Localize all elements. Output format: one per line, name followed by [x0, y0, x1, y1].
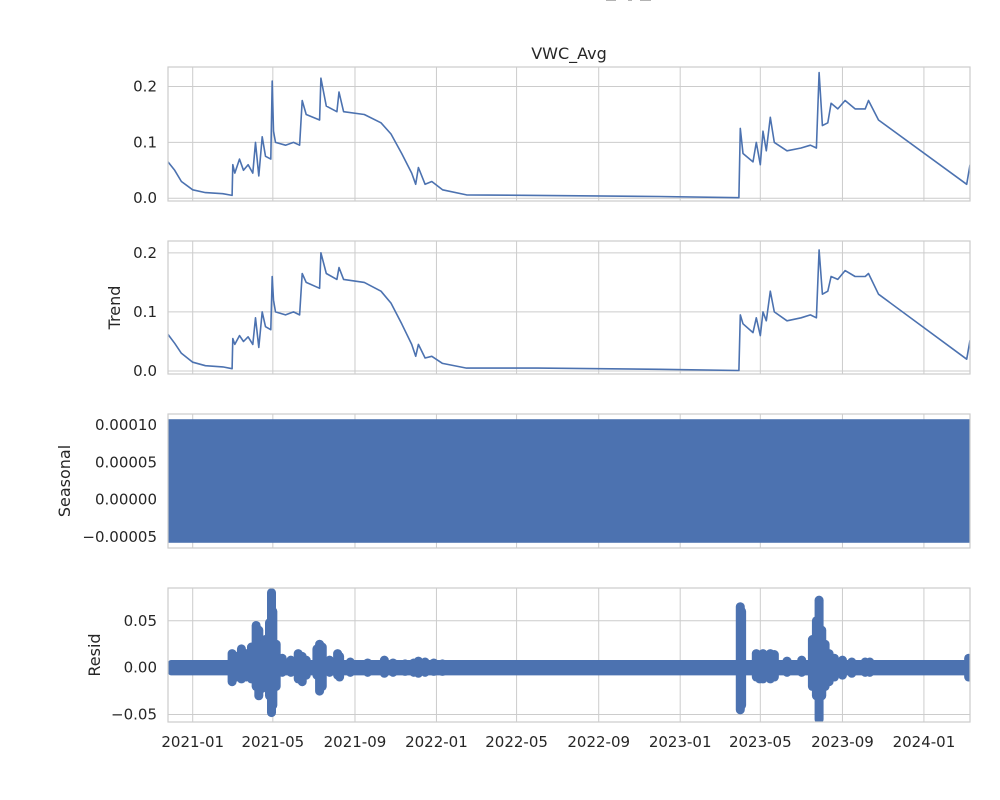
seasonal-band — [168, 419, 970, 543]
x-tick-label: 2023-05 — [729, 733, 792, 751]
x-tick-label: 2021-09 — [324, 733, 387, 751]
y-tick-label: 0.0 — [133, 362, 157, 380]
y-tick-label: 0.05 — [124, 612, 157, 630]
x-tick-label: 2022-09 — [567, 733, 630, 751]
y-axis-label: Seasonal — [55, 445, 74, 517]
axes-frame — [167, 240, 971, 375]
x-tick-label: 2022-01 — [405, 733, 468, 751]
plot-area-trend — [168, 249, 970, 372]
y-tick-label: 0.00000 — [95, 491, 157, 509]
y-tick-label: 0.1 — [133, 303, 157, 321]
panel-trend: 0.0 0.1 0.2 Trend — [105, 240, 971, 380]
plot-area-observed — [168, 71, 970, 199]
axes-frame — [167, 66, 971, 202]
series-line-trend — [168, 249, 970, 372]
x-tick-label: 2022-05 — [485, 733, 548, 751]
panel-title: VWC_Avg — [531, 44, 607, 64]
panel-seasonal: −0.00005 0.00000 0.00005 0.00010 Seasonal — [55, 413, 971, 549]
x-tick-label: 2023-01 — [649, 733, 712, 751]
y-tick-label: 0.00005 — [95, 453, 157, 471]
x-tick-label: 2024-01 — [893, 733, 956, 751]
axes-frame — [167, 587, 971, 723]
x-tick-label: 2021-05 — [241, 733, 304, 751]
x-tick-label: 2023-09 — [811, 733, 874, 751]
x-tick-label: 2021-01 — [161, 733, 224, 751]
y-axis-label: Trend — [105, 286, 124, 331]
y-tick-label: 0.2 — [133, 78, 157, 96]
plot-area-seasonal — [168, 419, 970, 543]
y-tick-label: 0.00 — [124, 659, 157, 677]
panel-observed: 0.0 0.1 0.2 VWC_Avg — [133, 44, 971, 207]
y-tick-label: 0.00010 — [95, 416, 157, 434]
y-tick-label: 0.2 — [133, 244, 157, 262]
panel-resid: −0.05 0.00 0.05 Resid 2021-01 2021-05 2021-09 2… — [85, 587, 971, 751]
chart-panels: 0.0 0.1 0.2 VWC_Avg 0.0 0.1 0.2 Trend −0.00005 0.… — [55, 44, 971, 751]
series-line-observed — [168, 71, 970, 199]
y-tick-label: −0.00005 — [82, 528, 157, 546]
y-tick-label: 0.1 — [133, 133, 157, 151]
y-axis-label: Resid — [85, 633, 104, 676]
y-tick-label: −0.05 — [111, 706, 157, 724]
y-tick-label: 0.0 — [133, 189, 157, 207]
axes-frame — [167, 413, 971, 549]
plot-area-resid — [168, 588, 970, 722]
